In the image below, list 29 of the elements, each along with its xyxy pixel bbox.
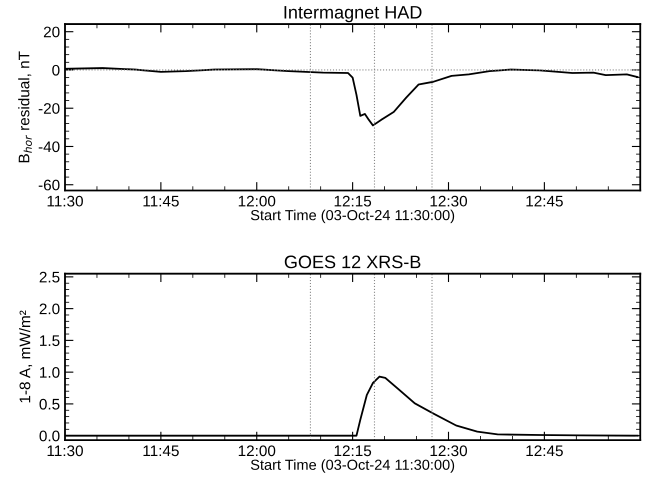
x-axis-title: Start Time (03-Oct-24 11:30:00) bbox=[250, 210, 454, 224]
y-tick-label: 20 bbox=[44, 26, 60, 38]
y-axis-title: B$_{hor}$ residual, nT bbox=[18, 51, 32, 162]
x-tick-label: 11:45 bbox=[143, 196, 179, 207]
x-tick-label: 11:30 bbox=[48, 445, 83, 456]
x-tick-label: 12:00 bbox=[238, 445, 276, 456]
x-axis-title: Start Time (03-Oct-24 11:30:00) bbox=[250, 459, 454, 473]
y-tick-label: 1.5 bbox=[40, 335, 60, 346]
y-tick-label: 1.0 bbox=[40, 367, 60, 378]
y-tick-label: 2.5 bbox=[40, 272, 60, 283]
x-tick-label: 12:45 bbox=[526, 196, 563, 207]
x-tick-label: 11:30 bbox=[48, 196, 83, 207]
x-tick-label: 12:15 bbox=[334, 196, 372, 207]
y-tick-label: 0.0 bbox=[40, 430, 60, 442]
x-tick-label: 12:45 bbox=[526, 445, 563, 456]
chart-title: GOES 12 XRS-B bbox=[284, 256, 420, 268]
x-tick-label: 12:15 bbox=[334, 445, 372, 456]
y-tick-label: 0.5 bbox=[40, 398, 60, 410]
y-tick-label: -40 bbox=[38, 141, 60, 152]
y-axis-title: 1-8 A, mW/m² bbox=[19, 310, 32, 402]
chart-title: Intermagnet HAD bbox=[284, 6, 422, 22]
y-tick-label: -20 bbox=[38, 103, 60, 114]
x-tick-label: 12:30 bbox=[430, 445, 468, 456]
x-tick-label: 12:00 bbox=[238, 196, 276, 207]
y-tick-label: 0 bbox=[52, 64, 60, 76]
x-tick-label: 11:45 bbox=[143, 446, 179, 456]
y-tick-label: -60 bbox=[38, 180, 60, 190]
y-tick-label: 2.0 bbox=[40, 303, 60, 314]
x-tick-label: 12:30 bbox=[430, 196, 468, 207]
